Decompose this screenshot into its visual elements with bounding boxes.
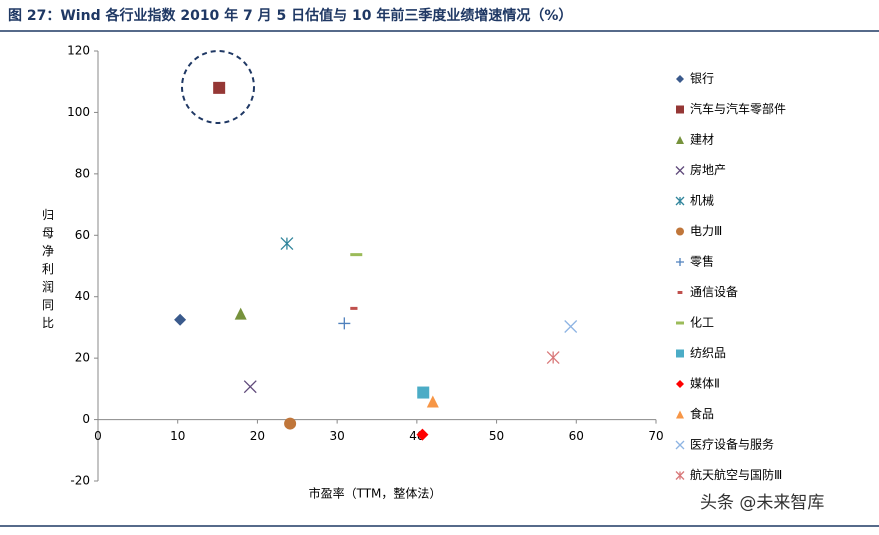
x-axis-label: 市盈率（TTM，整体法） <box>309 486 442 501</box>
legend-marker <box>676 227 684 236</box>
y-tick-label: -20 <box>70 474 90 488</box>
legend-label: 建材 <box>690 133 714 147</box>
legend-label: 媒体Ⅱ <box>690 377 720 391</box>
x-tick-label: 10 <box>170 429 185 443</box>
legend-label: 医疗设备与服务 <box>690 437 774 452</box>
x-tick-label: 50 <box>489 429 504 443</box>
legend-marker <box>676 380 684 388</box>
legend-marker <box>676 258 684 266</box>
highlight-circle <box>181 50 255 124</box>
legend-label: 电力Ⅲ <box>690 224 722 238</box>
legend-label: 零售 <box>690 254 714 269</box>
legend-label: 纺织品 <box>690 346 726 360</box>
watermark: 头条 @未来智库 <box>700 493 824 513</box>
legend-label: 汽车与汽车零部件 <box>690 101 786 116</box>
point <box>284 417 297 430</box>
legend-label: 房地产 <box>690 162 726 177</box>
legend-marker <box>676 105 684 114</box>
point <box>416 428 429 441</box>
x-tick-label: 0 <box>94 429 102 443</box>
legend-marker <box>675 196 685 206</box>
point <box>234 307 247 320</box>
legend-marker <box>675 471 685 480</box>
legend-marker <box>675 440 685 450</box>
y-tick-label: 120 <box>67 44 90 58</box>
point <box>280 237 294 251</box>
x-tick-label: 70 <box>648 429 663 443</box>
point <box>564 320 578 333</box>
point <box>546 351 560 364</box>
y-tick-label: 20 <box>75 351 90 365</box>
legend-marker <box>676 136 684 144</box>
legend-label: 食品 <box>690 406 714 421</box>
legend-label: 通信设备 <box>690 285 738 299</box>
y-axis-label: 归母净利润同比 <box>42 208 54 330</box>
point <box>417 386 430 399</box>
chart-title: 图 27：Wind 各行业指数 2010 年 7 月 5 日估值与 10 年前三… <box>8 7 572 24</box>
x-tick-label: 20 <box>250 429 265 443</box>
x-tick-label: 60 <box>569 429 584 443</box>
legend-marker <box>676 349 684 358</box>
point <box>426 395 439 408</box>
legend-marker <box>676 410 684 419</box>
legend-label: 化工 <box>690 316 714 330</box>
legend-label: 机械 <box>690 193 714 208</box>
y-tick-label: 0 <box>82 412 90 426</box>
point <box>350 306 358 310</box>
legend-marker <box>676 75 684 83</box>
point <box>338 317 351 330</box>
legend-marker <box>675 166 685 175</box>
legend-marker <box>676 321 684 325</box>
point <box>243 380 257 394</box>
y-tick-label: 60 <box>75 228 90 242</box>
legend-label: 航天航空与国防Ⅲ <box>690 467 782 482</box>
legend-marker <box>677 291 683 294</box>
point <box>174 313 187 326</box>
x-tick-label: 30 <box>330 429 345 443</box>
y-tick-label: 40 <box>75 289 90 303</box>
y-tick-label: 100 <box>67 105 90 119</box>
y-tick-label: 80 <box>75 166 90 180</box>
point <box>213 81 226 94</box>
legend-label: 银行 <box>690 72 714 86</box>
point <box>350 253 363 257</box>
